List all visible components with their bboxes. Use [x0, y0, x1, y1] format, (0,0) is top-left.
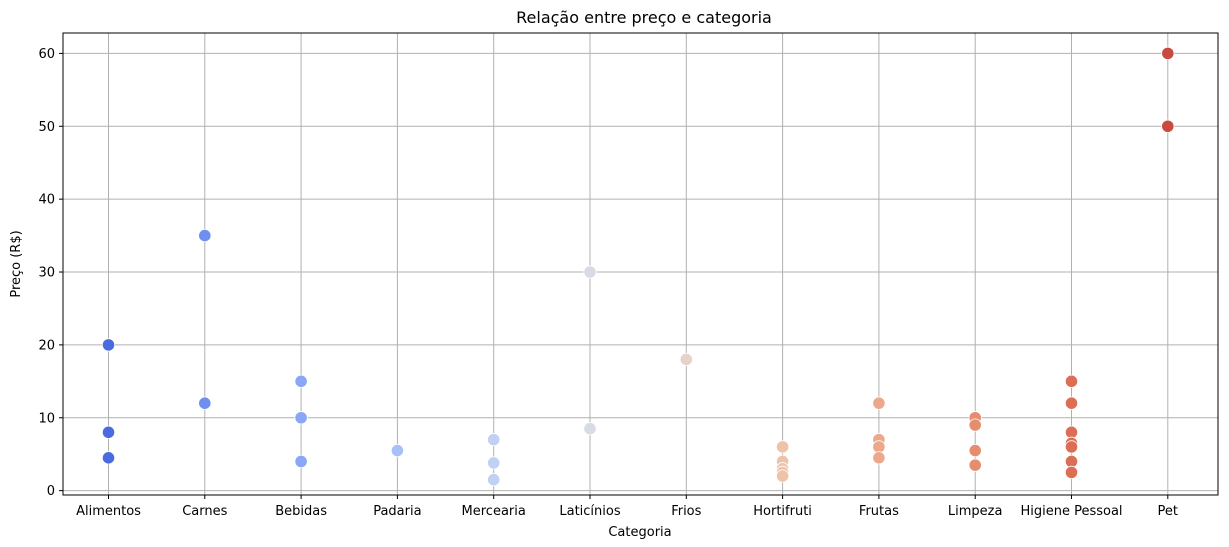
x-tick-label: Mercearia: [462, 504, 526, 519]
scatter-point: [294, 411, 308, 425]
scatter-point: [101, 451, 116, 465]
scatter-point: [1161, 46, 1175, 61]
x-tick-label: Hortifruti: [753, 504, 812, 519]
y-tick-label: 40: [38, 193, 55, 208]
x-tick-label: Laticínios: [559, 504, 620, 519]
scatter-point: [583, 265, 597, 279]
scatter-point: [775, 469, 790, 483]
x-tick-label: Alimentos: [76, 504, 141, 519]
scatter-point: [968, 418, 982, 432]
scatter-point: [101, 425, 116, 439]
scatter-point: [1064, 440, 1079, 454]
x-tick-label: Limpeza: [948, 504, 1003, 519]
x-tick-label: Frutas: [859, 504, 899, 519]
grid: [63, 33, 1218, 495]
x-axis-label: Categoria: [608, 525, 671, 540]
scatter-point: [1064, 396, 1079, 410]
y-axis-label: Preço (R$): [9, 230, 24, 297]
scatter-point: [487, 433, 501, 447]
scatter-point: [1064, 374, 1079, 388]
scatter-point: [679, 352, 693, 367]
scatter-point: [294, 374, 308, 388]
scatter-point: [583, 422, 597, 436]
y-tick-label: 10: [38, 411, 55, 426]
y-tick-label: 50: [38, 120, 55, 135]
y-tick-label: 30: [38, 266, 55, 281]
chart-title: Relação entre preço e categoria: [516, 8, 772, 27]
y-tick-label: 60: [38, 47, 55, 62]
axis-ticks: Alimentos Carnes Bebidas Padaria Mercearia La…: [38, 47, 1178, 519]
scatter-point: [198, 228, 212, 243]
x-tick-label: Higiene Pessoal: [1020, 504, 1122, 519]
scatter-point: [1161, 119, 1175, 133]
x-tick-label: Bebidas: [275, 504, 327, 519]
scatter-point: [968, 458, 982, 472]
x-tick-label: Padaria: [373, 504, 421, 519]
scatter-point: [968, 443, 982, 458]
y-tick-label: 0: [47, 484, 55, 499]
scatter-point: [101, 338, 116, 352]
scatter-point: [487, 456, 501, 470]
plot-frame: [62, 32, 1219, 496]
scatter-point: [1064, 465, 1079, 480]
scatter-point: [872, 396, 886, 410]
x-tick-label: Frios: [671, 504, 701, 519]
data-points: [101, 46, 1175, 487]
scatter-point: [390, 443, 404, 458]
x-tick-label: Pet: [1158, 504, 1178, 519]
scatter-point: [198, 396, 212, 410]
scatter-point: [872, 451, 886, 465]
y-tick-label: 20: [38, 338, 55, 353]
scatter-point: [487, 473, 501, 487]
scatter-point: [775, 440, 790, 454]
x-tick-label: Carnes: [182, 504, 227, 519]
scatter-point: [294, 454, 308, 469]
